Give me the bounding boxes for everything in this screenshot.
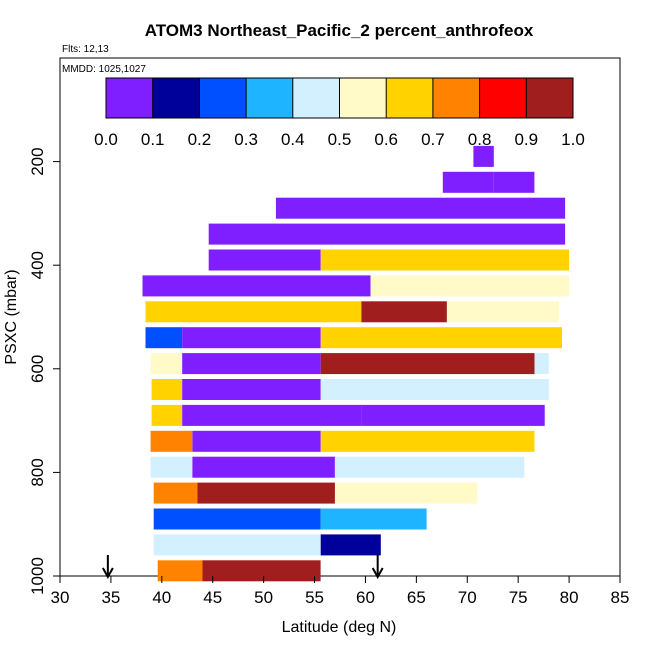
colorbar-swatch <box>479 78 527 118</box>
colorbar-tick-label: 0.7 <box>421 130 445 149</box>
plot-frame <box>59 57 621 577</box>
colorbar-tick-label: 0.2 <box>188 130 212 149</box>
x-tick-label: 65 <box>407 588 426 607</box>
heatmap-cell <box>442 171 494 193</box>
colorbar-swatch <box>199 78 247 118</box>
heatmap-cell <box>182 379 321 400</box>
heatmap-cell <box>361 301 447 323</box>
colorbar: 0.0 0.1 0.2 0.3 0.4 0.5 0.6 0.7 0.8 0.9 1.0 <box>94 77 585 149</box>
heatmap-cell <box>142 275 371 297</box>
heatmap-cell <box>446 301 559 323</box>
x-tick-label: 45 <box>203 588 222 607</box>
colorbar-swatch <box>152 78 200 118</box>
heatmap-cell <box>208 249 321 271</box>
heatmap-cell <box>182 353 321 375</box>
x-tick-label: 80 <box>560 588 579 607</box>
arrow-head <box>371 567 384 580</box>
heatmap-cell <box>208 223 566 245</box>
heatmap-cell <box>150 353 183 375</box>
x-axis-label: Latitude (deg N) <box>282 619 397 636</box>
colorbar-swatch <box>386 78 434 118</box>
heatmap-cell <box>145 301 362 323</box>
y-axis: 200 400 600 800 1000 <box>28 147 60 595</box>
x-tick-label: 85 <box>611 588 630 607</box>
heatmap-cell <box>145 327 183 349</box>
colorbar-tick-label: 0.5 <box>328 130 352 149</box>
colorbar-swatch <box>246 78 294 118</box>
heatmap-cell <box>192 430 321 452</box>
y-tick-label: 1000 <box>28 557 47 595</box>
heatmap-cell <box>320 508 427 530</box>
heatmap-cell <box>157 560 203 582</box>
x-axis: 30 35 40 45 50 55 60 65 70 75 80 85 <box>51 576 630 607</box>
heatmap-cell <box>334 482 478 504</box>
heatmap-cell <box>202 560 321 582</box>
heatmap-cell <box>370 275 569 297</box>
x-tick-label: 60 <box>356 588 375 607</box>
heatmap-cell <box>320 534 381 556</box>
colorbar-swatch <box>432 78 481 118</box>
colorbar-tick-label: 0.6 <box>374 130 398 149</box>
heatmap-cell <box>182 327 321 349</box>
heatmap-cell <box>197 482 335 504</box>
heatmap-cell <box>473 145 494 167</box>
heatmap-cell <box>151 379 183 400</box>
arrow-markers <box>101 555 384 580</box>
colorbar-swatch <box>526 78 574 118</box>
colorbar-swatch <box>339 78 387 118</box>
x-tick-label: 55 <box>305 588 324 607</box>
chart-title: ATOM3 Northeast_Pacific_2 percent_anthro… <box>145 21 534 40</box>
y-axis-label: PSXC (mbar) <box>3 269 20 364</box>
heatmap-cell <box>275 197 566 219</box>
dates-label: MMDD: 1025,1027 <box>62 64 146 75</box>
colorbar-tick-label: 0.8 <box>468 130 492 149</box>
x-tick-label: 35 <box>101 588 120 607</box>
x-tick-label: 70 <box>458 588 477 607</box>
heatmap-cell <box>320 249 570 271</box>
heatmap-cell <box>534 353 549 375</box>
x-tick-label: 40 <box>152 588 171 607</box>
heatmap-cell <box>150 456 193 478</box>
heatmap-cell <box>151 404 183 426</box>
colorbar-swatch <box>292 78 340 118</box>
heatmap-cell <box>320 353 535 375</box>
colorbar-tick-label: 0.9 <box>514 130 538 149</box>
x-tick-label: 30 <box>51 588 70 607</box>
y-tick-label: 200 <box>28 147 47 175</box>
colorbar-tick-label: 0.4 <box>281 130 305 149</box>
heatmap-cell <box>182 404 362 426</box>
heatmap-cell <box>334 456 525 478</box>
arrow-head <box>101 567 114 580</box>
heatmap-cell <box>361 404 545 426</box>
colorbar-tick-label: 0.3 <box>234 130 258 149</box>
heatmap-cell <box>320 327 562 349</box>
heatmap-cell <box>192 456 335 478</box>
colorbar-swatch <box>106 78 154 118</box>
x-tick-label: 50 <box>254 588 273 607</box>
heatmap-cell <box>320 430 535 452</box>
y-tick-label: 400 <box>28 251 47 279</box>
heatmap-cell <box>320 379 549 400</box>
heatmap-cells <box>142 145 570 582</box>
heatmap-cell <box>150 430 193 452</box>
heatmap-cell <box>153 534 321 556</box>
heatmap-cell <box>153 508 321 530</box>
y-tick-label: 800 <box>28 458 47 486</box>
colorbar-tick-label: 1.0 <box>561 130 585 149</box>
colorbar-tick-label: 0.1 <box>141 130 165 149</box>
flights-label: Flts: 12,13 <box>62 44 109 55</box>
heatmap-cell <box>153 482 198 504</box>
x-tick-label: 75 <box>509 588 528 607</box>
y-tick-label: 600 <box>28 355 47 383</box>
heatmap-cell <box>493 171 535 193</box>
colorbar-tick-label: 0.0 <box>94 130 118 149</box>
